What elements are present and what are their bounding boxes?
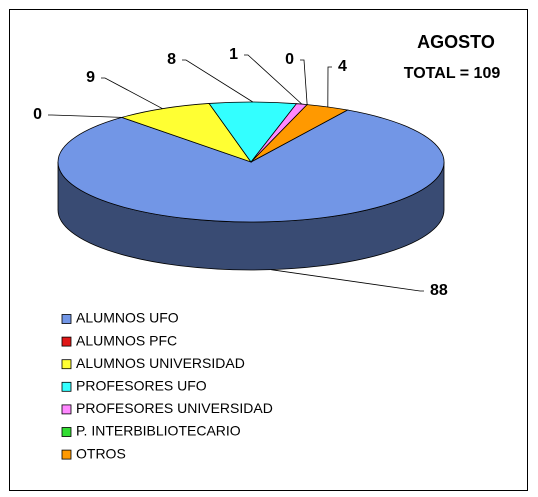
data-label: 0 [285, 51, 294, 68]
pie-slice [57, 109, 445, 223]
legend-swatch [61, 359, 72, 370]
legend-swatch [61, 381, 72, 392]
chart-title: AGOSTO [417, 32, 495, 52]
leader-line [271, 269, 424, 292]
data-label: 88 [430, 282, 448, 299]
data-label: 4 [338, 58, 347, 75]
data-label: 9 [86, 69, 95, 86]
legend-swatch [61, 404, 72, 415]
data-label: 1 [229, 46, 238, 63]
leader-line [327, 66, 332, 107]
legend-label: ALUMNOS PFC [76, 332, 177, 348]
leader-line [101, 77, 163, 110]
legend-label: ALUMNOS UNIVERSIDAD [76, 355, 245, 371]
legend-label: OTROS [76, 445, 126, 461]
legend-swatch [61, 449, 72, 460]
legend-swatch [61, 336, 72, 347]
legend-label: PROFESORES UNIVERSIDAD [76, 400, 273, 416]
legend-label: PROFESORES UFO [76, 378, 207, 394]
leader-line [300, 59, 308, 105]
chart-subtitle: TOTAL = 109 [404, 65, 501, 82]
legend-label: ALUMNOS UFO [76, 310, 179, 326]
data-label: 8 [167, 51, 176, 68]
legend-swatch [61, 427, 72, 437]
leader-line [182, 59, 254, 103]
leader-line [48, 114, 122, 118]
data-label: 0 [33, 106, 42, 123]
legend-swatch [61, 314, 72, 324]
leader-line [244, 54, 303, 105]
legend-label: P. INTERBIBLIOTECARIO [76, 423, 241, 439]
pie-slice [120, 103, 253, 163]
